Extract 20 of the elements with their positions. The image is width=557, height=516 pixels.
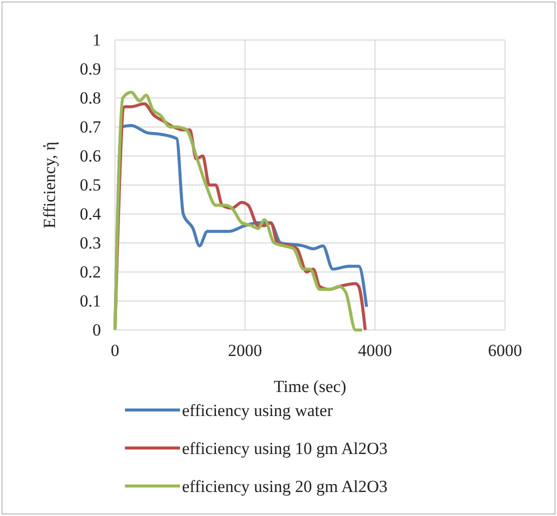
y-tick-label: 0.1 bbox=[80, 291, 101, 310]
y-tick-label: 0.4 bbox=[80, 204, 102, 224]
y-tick-label: 1 bbox=[92, 30, 101, 50]
x-tick-label: 6000 bbox=[488, 341, 522, 360]
x-axis-title: Time (sec) bbox=[274, 377, 346, 396]
y-tick-label: 0 bbox=[92, 320, 101, 340]
x-tick-label: 4000 bbox=[358, 341, 392, 360]
y-tick-label: 0.8 bbox=[80, 88, 101, 108]
y-axis-title: Efficiency, ἡ bbox=[40, 142, 59, 228]
y-tick-label: 0.5 bbox=[80, 175, 101, 194]
y-tick-label: 0.6 bbox=[80, 146, 101, 166]
x-tick-label: 2000 bbox=[228, 341, 262, 360]
x-tick-label: 0 bbox=[110, 341, 120, 360]
legend-label: efficiency using water bbox=[182, 401, 334, 420]
y-tick-label: 0.9 bbox=[80, 59, 101, 78]
y-tick-label: 0.3 bbox=[80, 233, 101, 252]
legend-label: efficiency using 10 gm Al2O3 bbox=[182, 439, 388, 458]
y-tick-label: 0.2 bbox=[80, 262, 101, 282]
y-tick-label: 0.7 bbox=[80, 117, 102, 136]
legend-label: efficiency using 20 gm Al2O3 bbox=[182, 477, 388, 496]
